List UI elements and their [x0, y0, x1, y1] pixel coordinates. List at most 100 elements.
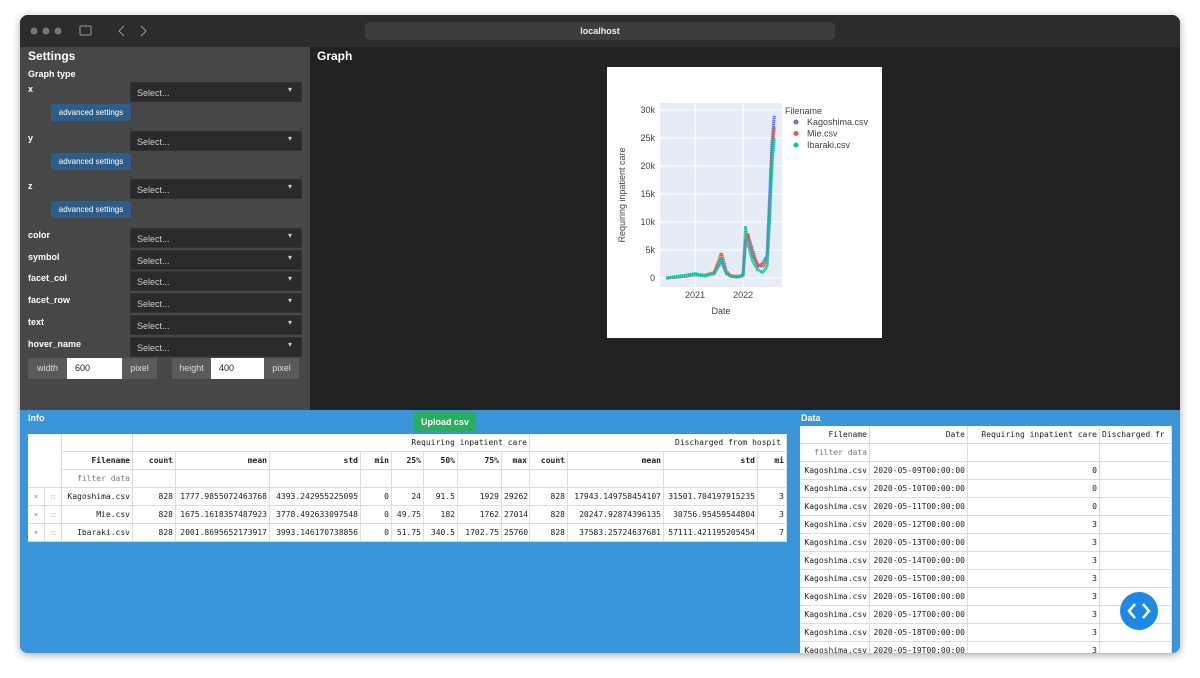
- dropdown-arrow: ▾: [288, 340, 293, 349]
- filter-cell[interactable]: [424, 470, 458, 488]
- size-unit: pixel: [122, 358, 157, 379]
- table-cell: [1100, 516, 1172, 534]
- table-cell: 2020-05-17T00:00:00: [870, 606, 968, 624]
- dropdown-arrow: ▾: [288, 274, 293, 283]
- x-tick-label: 2022: [733, 290, 753, 300]
- upload-button[interactable]: Upload csv: [414, 412, 476, 432]
- select[interactable]: Select...: [130, 82, 302, 102]
- delete-cell[interactable]: ×: [28, 488, 45, 506]
- filter-cell[interactable]: [270, 470, 361, 488]
- table-cell: 51.75: [392, 524, 424, 542]
- filter-cell[interactable]: [870, 444, 968, 462]
- table-cell: 2020-05-16T00:00:00: [870, 588, 968, 606]
- delete-cell[interactable]: ×: [28, 506, 45, 524]
- legend-label: Ibaraki.csv: [807, 140, 851, 150]
- filter-cell[interactable]: filter data: [62, 470, 133, 488]
- checkbox-cell[interactable]: ☐: [45, 488, 62, 506]
- table-cell: 49.75: [392, 506, 424, 524]
- select[interactable]: Select...: [130, 131, 302, 151]
- checkbox-cell[interactable]: ☐: [45, 524, 62, 542]
- y-tick-label: 25k: [640, 133, 655, 143]
- table-cell: 25760: [502, 524, 530, 542]
- advanced-button[interactable]: advanced settings: [51, 153, 131, 170]
- table-cell: 3: [758, 506, 787, 524]
- info-title: Info: [28, 413, 45, 423]
- select[interactable]: Select...: [130, 179, 302, 199]
- series-line: [665, 137, 776, 280]
- table-corner: [28, 434, 62, 488]
- delete-cell[interactable]: ×: [28, 524, 45, 542]
- select[interactable]: Select...: [130, 271, 302, 291]
- column-header: 25%: [392, 452, 424, 470]
- table-cell: 828: [133, 524, 176, 542]
- select[interactable]: Select...: [130, 293, 302, 313]
- filter-cell[interactable]: [1100, 444, 1172, 462]
- filter-cell[interactable]: [530, 470, 568, 488]
- select[interactable]: Select...: [130, 250, 302, 270]
- data-panel: Data Filename filter data Date Requiring in…: [795, 410, 1180, 653]
- info-panel: Info Upload csv Requiring inpatient care…: [20, 410, 795, 653]
- column-header: count: [530, 452, 568, 470]
- url-bar[interactable]: localhost: [365, 22, 835, 40]
- column-header: mean: [176, 452, 270, 470]
- x-axis-label: Date: [711, 306, 730, 316]
- table-cell: 3993.146170738856: [270, 524, 361, 542]
- filter-cell[interactable]: [176, 470, 270, 488]
- select[interactable]: Select...: [130, 337, 302, 357]
- table-cell: 24: [392, 488, 424, 506]
- filter-cell[interactable]: [568, 470, 664, 488]
- table-cell: 0: [968, 480, 1100, 498]
- table-cell: 0: [361, 506, 392, 524]
- table-cell: Kagoshima.csv: [800, 642, 870, 653]
- filter-cell[interactable]: [758, 470, 787, 488]
- select[interactable]: Select...: [130, 228, 302, 248]
- filter-cell[interactable]: [664, 470, 758, 488]
- size-input[interactable]: 600: [67, 358, 122, 379]
- column-header: mean: [568, 452, 664, 470]
- nav-button[interactable]: [1119, 592, 1159, 632]
- table-cell: 7: [758, 524, 787, 542]
- table-cell: 828: [530, 524, 568, 542]
- table-cell: 2020-05-12T00:00:00: [870, 516, 968, 534]
- table-cell: 1762: [458, 506, 502, 524]
- table-cell: 2020-05-15T00:00:00: [870, 570, 968, 588]
- table-cell: 3: [968, 642, 1100, 653]
- table-cell: Kagoshima.csv: [62, 488, 133, 506]
- filter-cell[interactable]: [392, 470, 424, 488]
- table-cell: Mie.csv: [62, 506, 133, 524]
- filter-cell[interactable]: [968, 444, 1100, 462]
- table-cell: Kagoshima.csv: [800, 534, 870, 552]
- advanced-button[interactable]: advanced settings: [51, 201, 131, 218]
- legend-marker: [793, 131, 799, 136]
- filter-cell[interactable]: [502, 470, 530, 488]
- filter-cell[interactable]: [361, 470, 392, 488]
- settings-title: Settings: [28, 49, 76, 63]
- x-tick-label: 2021: [685, 290, 705, 300]
- table-cell: 2020-05-18T00:00:00: [870, 624, 968, 642]
- column-header: Filename: [800, 426, 870, 444]
- filter-cell[interactable]: filter data: [800, 444, 870, 462]
- table-cell: [1100, 552, 1172, 570]
- size-unit: pixel: [264, 358, 299, 379]
- filter-cell[interactable]: [458, 470, 502, 488]
- table-cell: 3: [968, 552, 1100, 570]
- table-cell: Kagoshima.csv: [800, 516, 870, 534]
- size-input[interactable]: 400: [211, 358, 264, 379]
- table-cell: 1929: [458, 488, 502, 506]
- table-cell: 0: [361, 488, 392, 506]
- advanced-button[interactable]: advanced settings: [51, 104, 131, 121]
- table-cell: Kagoshima.csv: [800, 462, 870, 480]
- size-label: width: [28, 358, 67, 379]
- y-axis-label: Requiring inpatient care: [617, 147, 627, 242]
- legend-marker: [793, 142, 799, 148]
- select[interactable]: Select...: [130, 315, 302, 335]
- y-tick-label: 0: [650, 273, 655, 283]
- dropdown-arrow: ▾: [288, 85, 293, 94]
- y-tick-label: 15k: [640, 189, 655, 199]
- table-cell: Kagoshima.csv: [800, 480, 870, 498]
- field-label: hover_name: [28, 339, 82, 349]
- filter-cell[interactable]: [133, 470, 176, 488]
- checkbox-cell[interactable]: ☐: [45, 506, 62, 524]
- table-cell: 2001.8695652173917: [176, 524, 270, 542]
